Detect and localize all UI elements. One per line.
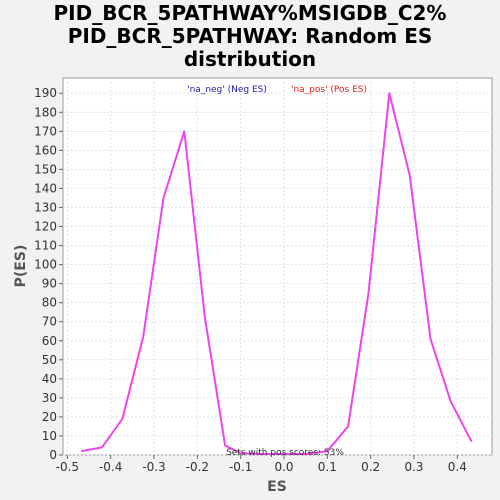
axes: 0 10 20 30 40 50 60 70 80 90 100 110 120 130 140 150 160… [34, 86, 467, 474]
legend-entry: 'na_neg' (Neg ES) [187, 85, 267, 95]
chart-title-line-1: PID_BCR_5PATHWAY%MSIGDB_C2% [53, 1, 447, 25]
y-tick-label: 70 [42, 315, 57, 329]
y-tick-label: 110 [34, 239, 57, 253]
x-tick-label: 0.4 [448, 460, 467, 474]
x-axis-label: ES [267, 479, 287, 495]
x-tick-label: 0.3 [404, 460, 423, 474]
y-tick-label: 0 [49, 448, 57, 462]
x-tick-label: -0.5 [56, 460, 79, 474]
y-tick-label: 160 [34, 143, 57, 157]
y-tick-label: 100 [34, 258, 57, 272]
x-tick-label: 0.0 [274, 460, 293, 474]
y-tick-label: 190 [34, 86, 57, 100]
y-tick-label: 20 [42, 410, 57, 424]
y-tick-label: 130 [34, 200, 57, 214]
y-tick-label: 30 [42, 391, 57, 405]
series-layer [81, 92, 473, 455]
y-tick-label: 170 [34, 124, 57, 138]
y-tick-label: 180 [34, 105, 57, 119]
x-tick-label: 0.2 [361, 460, 380, 474]
x-tick-label: -0.1 [229, 460, 252, 474]
y-tick-label: 50 [42, 353, 57, 367]
x-tick-label: -0.3 [142, 460, 165, 474]
legend-entry: 'na_pos' (Pos ES) [291, 85, 367, 95]
chart-title: PID_BCR_5PATHWAY%MSIGDB_C2% PID_BCR_5PAT… [0, 2, 500, 71]
y-tick-label: 60 [42, 334, 57, 348]
legend: 'na_neg' (Neg ES) 'na_pos' (Pos ES) [187, 85, 367, 95]
series-line [81, 92, 473, 455]
y-tick-label: 10 [42, 429, 57, 443]
x-tick-label: -0.2 [186, 460, 209, 474]
y-axis-label: P(ES) [13, 245, 29, 288]
y-tick-label: 150 [34, 162, 57, 176]
x-tick-label: -0.4 [99, 460, 122, 474]
y-tick-label: 120 [34, 220, 57, 234]
y-tick-label: 80 [42, 296, 57, 310]
annotation-text: Sets with pos scores: 53% [226, 448, 344, 458]
chart-title-line-3: distribution [183, 47, 317, 71]
y-tick-label: 40 [42, 372, 57, 386]
y-tick-label: 140 [34, 181, 57, 195]
y-tick-label: 90 [42, 277, 57, 291]
chart-title-line-2: PID_BCR_5PATHWAY: Random ES [67, 24, 433, 48]
x-tick-label: 0.1 [318, 460, 337, 474]
